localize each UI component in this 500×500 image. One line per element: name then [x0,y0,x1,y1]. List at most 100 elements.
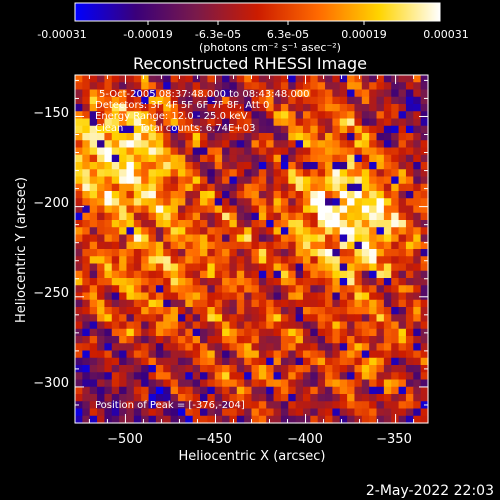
heatmap-pixel [383,285,392,294]
heatmap-pixel [89,96,98,105]
heatmap-pixel [192,118,201,127]
heatmap-pixel [317,212,326,221]
heatmap-pixel [214,205,223,214]
heatmap-pixel [170,234,179,243]
heatmap-pixel [104,191,113,199]
heatmap-pixel [163,183,172,192]
heatmap-pixel [126,379,135,388]
heatmap-pixel [236,89,245,98]
heatmap-pixel [295,386,304,395]
heatmap-pixel [207,198,216,207]
heatmap-pixel [229,357,238,366]
heatmap-pixel [325,372,333,381]
heatmap-pixel [141,205,150,214]
y-axis-label: Heliocentric Y (arcsec) [14,177,29,323]
heatmap-pixel [251,408,260,417]
heatmap-pixel [207,321,216,330]
heatmap-pixel [266,256,275,265]
heatmap-pixel [126,314,135,323]
heatmap-pixel [317,386,326,395]
heatmap-pixel [170,96,179,105]
heatmap-pixel [295,408,304,417]
heatmap-pixel [229,328,238,337]
heatmap-pixel [383,249,392,257]
heatmap-pixel [236,394,245,402]
heatmap-pixel [104,270,113,279]
heatmap-pixel [302,125,311,134]
heatmap-pixel [82,241,91,250]
heatmap-pixel [354,401,363,410]
heatmap-pixel [89,111,98,120]
heatmap-pixel [383,328,392,337]
heatmap-pixel [383,292,392,301]
heatmap-pixel [222,365,231,373]
heatmap-pixel [405,169,414,178]
heatmap-pixel [82,408,91,417]
heatmap-pixel [391,205,400,214]
heatmap-pixel [163,270,172,279]
heatmap-pixel [325,133,333,141]
heatmap-pixel [413,357,422,366]
heatmap-pixel [420,278,429,286]
heatmap-pixel [376,343,385,352]
heatmap-pixel [207,220,216,228]
heatmap-pixel [155,307,164,315]
heatmap-pixel [266,198,275,207]
heatmap-pixel [310,169,319,178]
heatmap-pixel [89,263,98,272]
heatmap-pixel [214,133,223,141]
heatmap-pixel [413,394,422,402]
heatmap-pixel [398,408,407,417]
heatmap-pixel [325,118,333,127]
heatmap-pixel [207,343,216,352]
heatmap-pixel [383,270,392,279]
heatmap-pixel [177,307,186,315]
heatmap-pixel [207,212,216,221]
heatmap-pixel [376,386,385,395]
heatmap-pixel [89,328,98,337]
heatmap-pixel [133,133,142,141]
heatmap-pixel [369,379,378,388]
heatmap-pixel [75,133,83,141]
heatmap-pixel [133,321,142,330]
heatmap-pixel [82,350,91,359]
heatmap-pixel [119,147,128,156]
heatmap-pixel [288,336,297,344]
heatmap-pixel [295,256,304,265]
heatmap-pixel [97,125,106,134]
heatmap-pixel [317,270,326,279]
heatmap-pixel [339,336,348,344]
heatmap-pixel [339,372,348,381]
heatmap-pixel [413,263,422,272]
heatmap-pixel [405,241,414,250]
heatmap-pixel [273,299,282,308]
heatmap-pixel [369,89,378,98]
heatmap-pixel [75,183,83,192]
heatmap-pixel [273,220,282,228]
heatmap-pixel [82,140,91,149]
heatmap-pixel [332,205,341,214]
heatmap-pixel [383,111,392,120]
heatmap-pixel [325,256,333,265]
heatmap-pixel [170,104,179,112]
heatmap-pixel [266,227,275,236]
heatmap-pixel [361,183,370,192]
heatmap-pixel [369,386,378,395]
heatmap-pixel [200,314,208,323]
heatmap-pixel [325,154,333,163]
heatmap-pixel [273,212,282,221]
heatmap-pixel [82,133,91,141]
heatmap-pixel [339,314,348,323]
timestamp: 2-May-2022 22:03 [366,483,494,499]
heatmap-pixel [185,372,194,381]
heatmap-pixel [141,249,150,257]
heatmap-pixel [177,336,186,344]
heatmap-pixel [75,321,83,330]
heatmap-pixel [369,162,378,170]
heatmap-pixel [325,96,333,105]
heatmap-pixel [133,401,142,410]
heatmap-pixel [104,394,113,402]
heatmap-pixel [339,89,348,98]
heatmap-pixel [111,314,120,323]
heatmap-pixel [325,307,333,315]
